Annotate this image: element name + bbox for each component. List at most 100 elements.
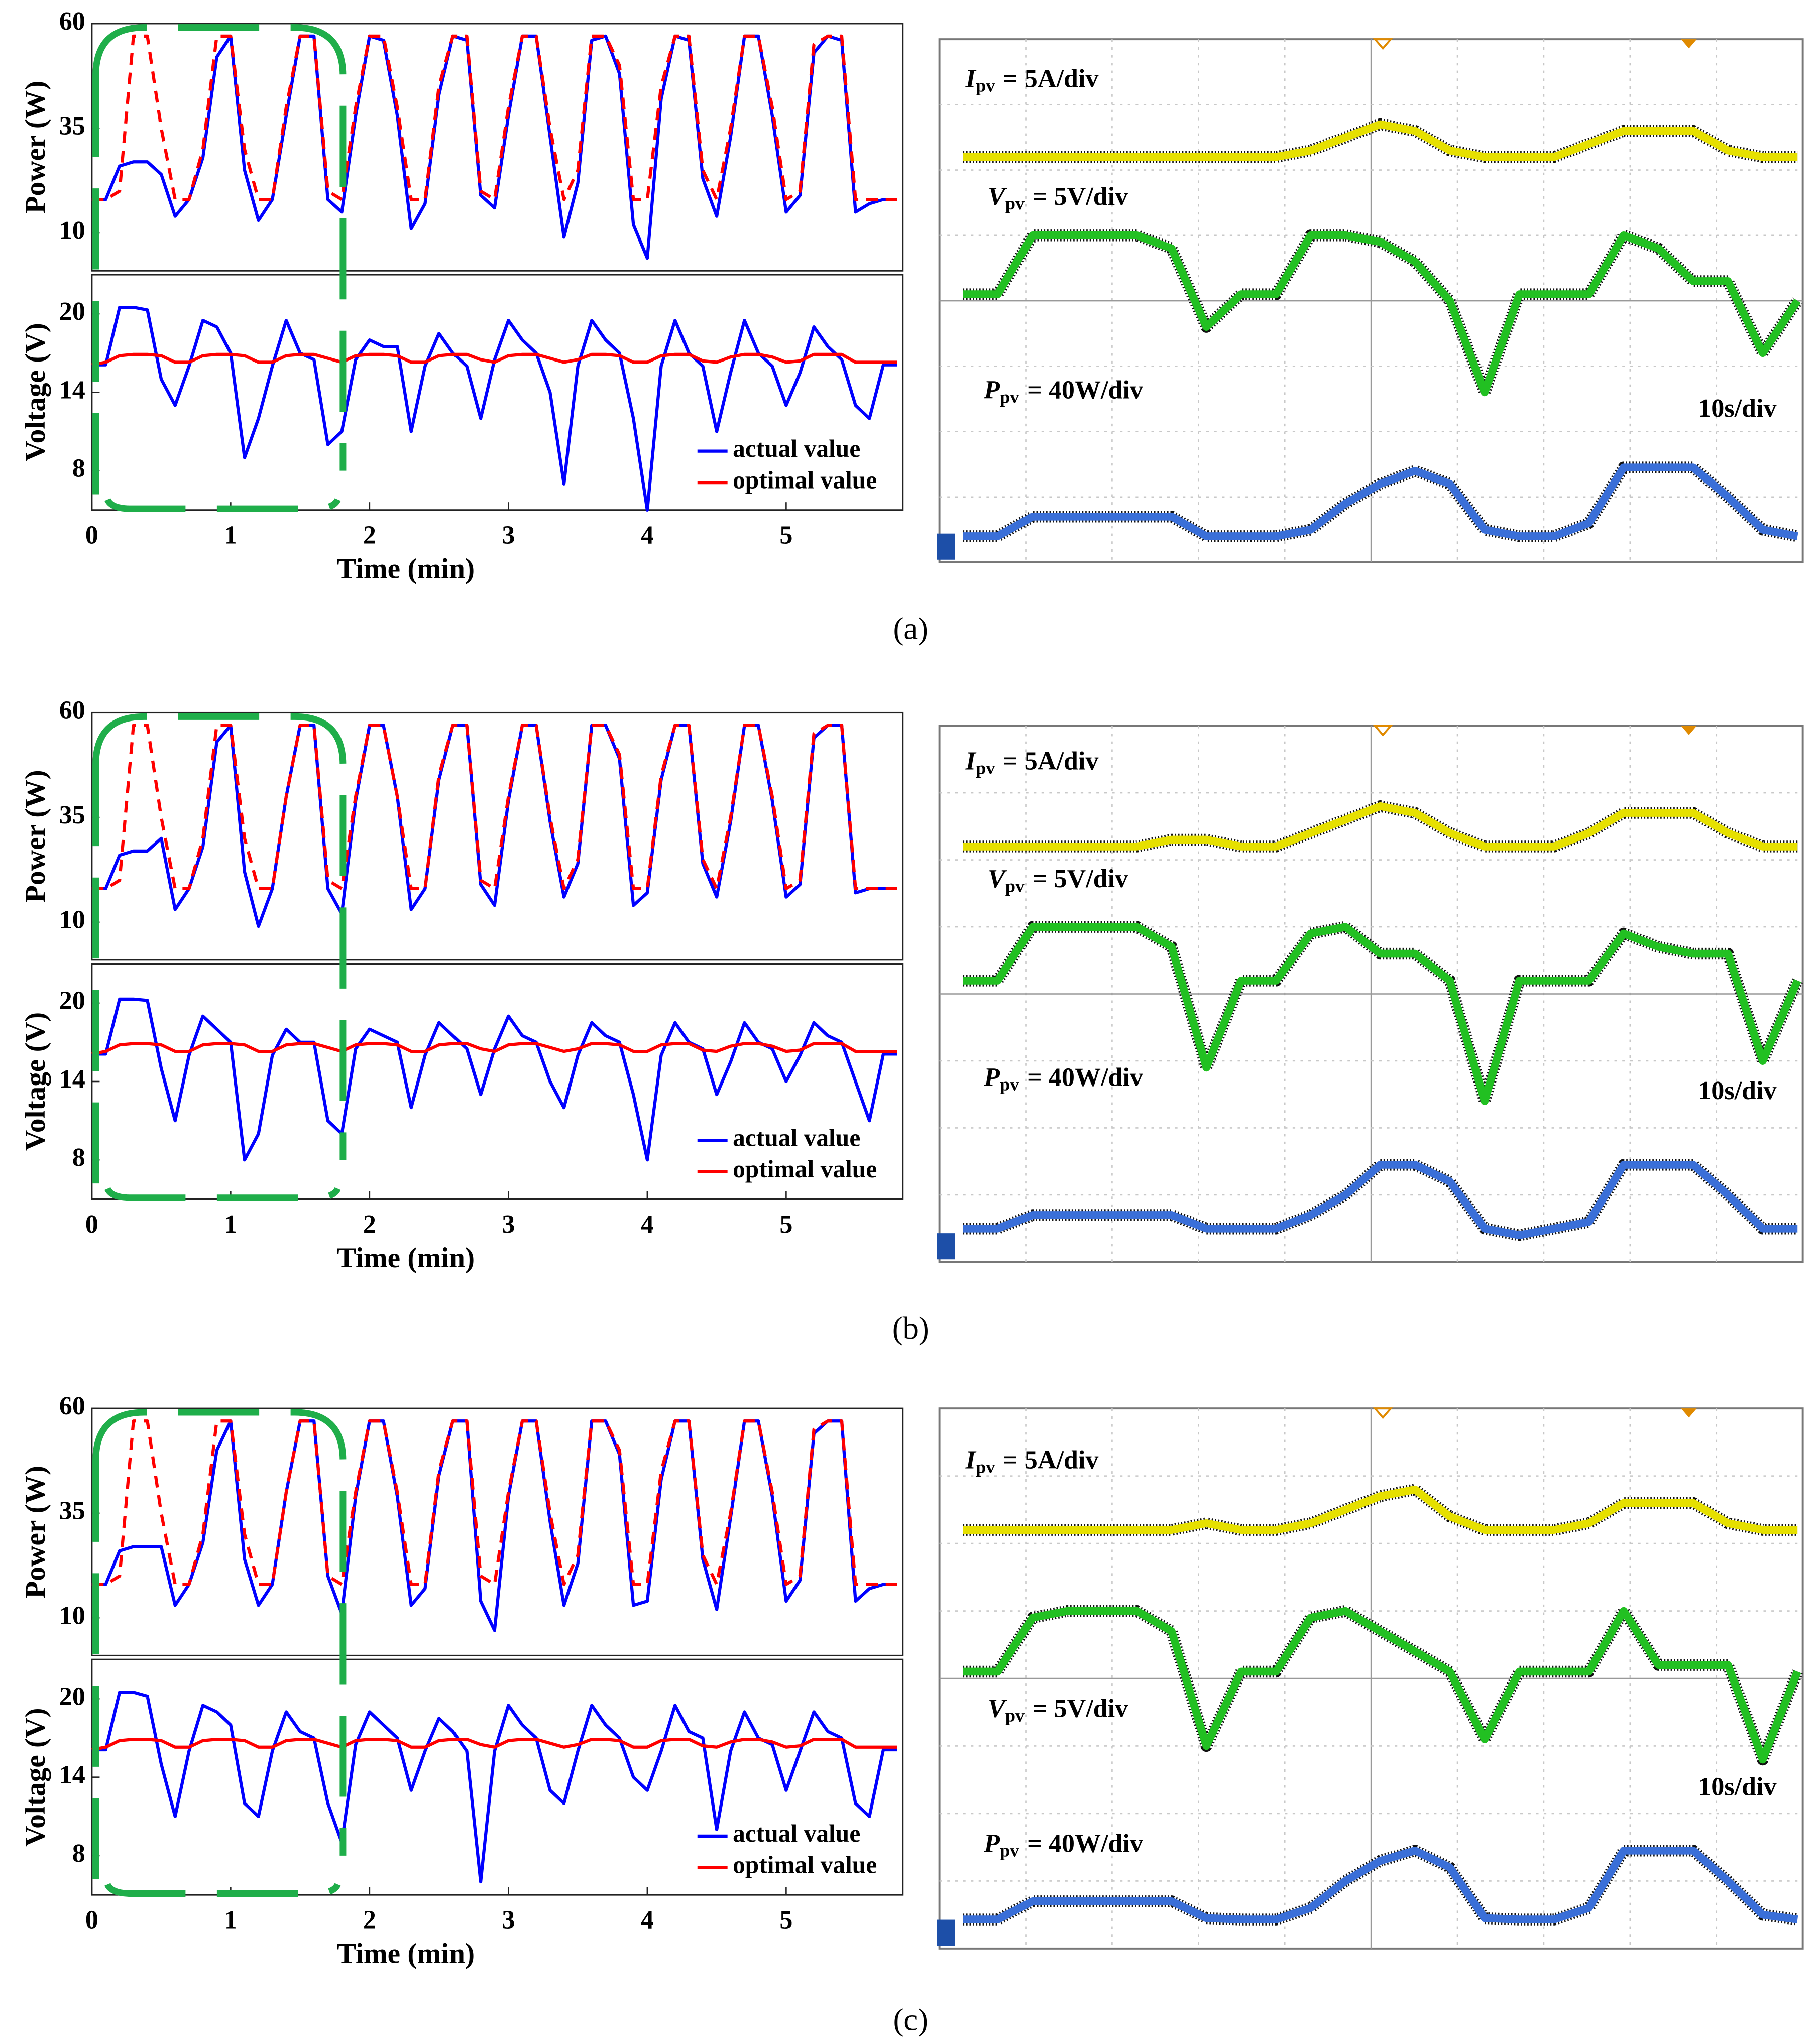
- trace: [963, 1846, 1798, 1923]
- trace-label: Vpv = 5V/div: [988, 1695, 1128, 1726]
- x-axis-label: Time (min): [337, 1938, 475, 1970]
- y-tick-label: 20: [59, 297, 85, 326]
- x-tick-label: 3: [502, 1210, 515, 1239]
- trace-subscript: pv: [1005, 193, 1025, 213]
- trace: [963, 802, 1798, 851]
- trace: [963, 231, 1801, 397]
- caption: (a): [893, 611, 928, 646]
- y-axis-label: Power (W): [20, 81, 51, 214]
- y-tick-label: 8: [72, 1839, 85, 1868]
- channel-marker: [937, 533, 955, 560]
- trace-label: Ipv = 5A/div: [965, 64, 1099, 95]
- trace-symbol: I: [965, 1446, 977, 1475]
- trace-scale: = 5A/div: [1003, 64, 1099, 93]
- trace-subscript: pv: [1005, 1706, 1025, 1726]
- legend-label: actual value: [733, 1124, 860, 1152]
- y-tick-label: 35: [59, 111, 85, 140]
- trace-symbol: V: [988, 865, 1007, 893]
- series-line: [91, 34, 897, 201]
- plot-area: [91, 711, 904, 961]
- y-tick-label: 10: [59, 216, 85, 245]
- x-tick-label: 5: [779, 521, 792, 549]
- series-line: [91, 1419, 897, 1586]
- trace-symbol: I: [965, 64, 977, 93]
- x-tick-label: 1: [224, 521, 237, 549]
- trace-scale: = 40W/div: [1027, 1829, 1144, 1858]
- trace-scale: = 40W/div: [1027, 1063, 1144, 1092]
- y-tick-label: 8: [72, 454, 85, 483]
- trace-scale: = 5A/div: [1003, 1446, 1099, 1475]
- y-tick-label: 14: [59, 1761, 85, 1789]
- y-tick-label: 35: [59, 801, 85, 829]
- x-axis-label: Time (min): [337, 1242, 475, 1274]
- timebase-label: 10s/div: [1698, 1076, 1777, 1105]
- trace-subscript: pv: [1005, 876, 1025, 896]
- x-tick-label: 3: [502, 1906, 515, 1935]
- trace-scale: = 5V/div: [1033, 865, 1128, 893]
- trace-label: Ppv = 40W/div: [983, 1829, 1144, 1860]
- x-tick-label: 5: [779, 1906, 792, 1935]
- trigger-marker: [1681, 726, 1697, 735]
- timebase-label: 10s/div: [1698, 394, 1777, 423]
- plot-area: [91, 1658, 904, 1896]
- y-axis-label: Power (W): [20, 1466, 51, 1599]
- x-tick-label: 4: [641, 1906, 654, 1935]
- legend-label: optimal value: [733, 466, 877, 494]
- trace-symbol: I: [965, 747, 977, 775]
- y-tick-label: 8: [72, 1143, 85, 1172]
- series-line: [91, 1042, 897, 1056]
- series-line: [91, 352, 897, 367]
- trace-subscript: pv: [976, 1457, 995, 1477]
- plot-area: [91, 963, 904, 1200]
- caption: (b): [892, 1310, 929, 1346]
- trace-label: Vpv = 5V/div: [988, 182, 1128, 213]
- trigger-marker: [1373, 1407, 1393, 1419]
- trace-scale: = 40W/div: [1027, 376, 1144, 404]
- x-tick-label: 1: [224, 1906, 237, 1935]
- legend-label: optimal value: [733, 1155, 877, 1183]
- x-tick-label: 5: [779, 1210, 792, 1239]
- trace: [963, 463, 1798, 540]
- x-tick-label: 4: [641, 1210, 654, 1239]
- y-tick-label: 20: [59, 987, 85, 1015]
- series-line: [91, 305, 897, 512]
- channel-marker: [937, 1233, 955, 1260]
- y-axis-label: Voltage (V): [20, 323, 51, 461]
- trigger-marker: [1373, 725, 1393, 737]
- y-axis-label: Voltage (V): [20, 1012, 51, 1151]
- trace-subscript: pv: [976, 76, 995, 96]
- x-tick-label: 3: [502, 521, 515, 549]
- trace-subscript: pv: [1000, 387, 1019, 407]
- trace: [963, 1161, 1798, 1239]
- x-tick-label: 4: [641, 521, 654, 549]
- trace: [963, 923, 1801, 1105]
- trace-scale: = 5A/div: [1003, 747, 1099, 775]
- trigger-marker: [1681, 1408, 1697, 1418]
- trace-subscript: pv: [1000, 1841, 1019, 1861]
- y-tick-label: 14: [59, 1065, 85, 1094]
- trace: [963, 1607, 1801, 1764]
- trace-label: Ppv = 40W/div: [983, 376, 1144, 407]
- y-tick-label: 60: [59, 1392, 85, 1420]
- legend-label: optimal value: [733, 1851, 877, 1879]
- y-tick-label: 60: [59, 7, 85, 36]
- x-tick-label: 2: [363, 1906, 376, 1935]
- trace-scale: = 5V/div: [1033, 182, 1128, 211]
- channel-marker: [937, 1919, 955, 1946]
- legend-label: actual value: [733, 435, 860, 462]
- plot-area: [91, 23, 904, 272]
- x-axis-label: Time (min): [337, 553, 475, 584]
- y-tick-label: 10: [59, 906, 85, 934]
- highlight-bracket: [92, 24, 347, 512]
- trace-label: Ppv = 40W/div: [983, 1063, 1144, 1094]
- y-tick-label: 20: [59, 1682, 85, 1711]
- highlight-bracket: [92, 713, 347, 1201]
- trace-label: Ipv = 5A/div: [965, 747, 1099, 778]
- caption: (c): [893, 2002, 928, 2037]
- y-tick-label: 60: [59, 696, 85, 725]
- trigger-marker: [1681, 39, 1697, 49]
- trace-subscript: pv: [976, 758, 995, 778]
- trace-scale: = 5V/div: [1033, 1695, 1128, 1723]
